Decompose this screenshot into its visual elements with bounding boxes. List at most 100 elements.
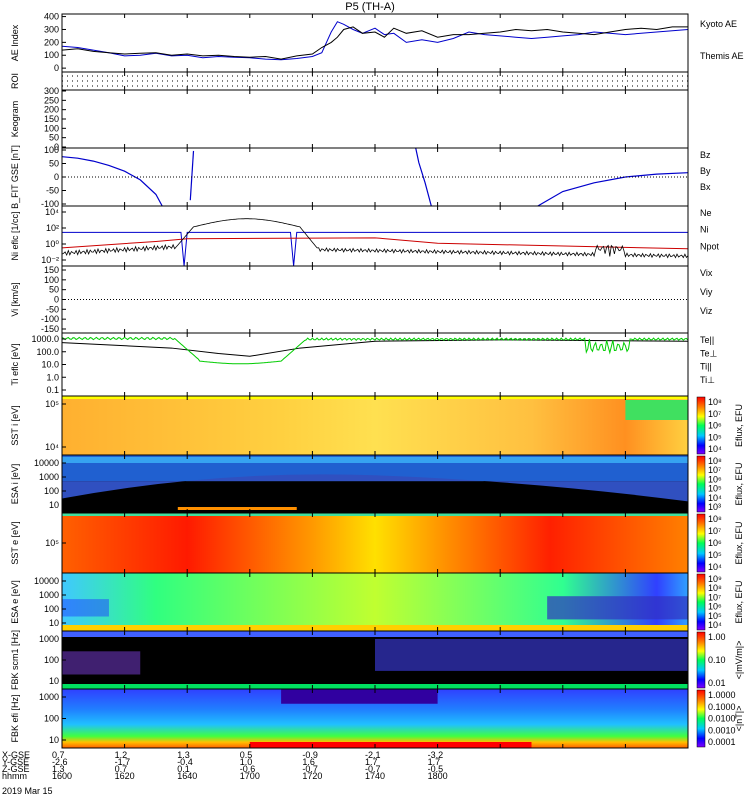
colorbar-tick: 0.10	[708, 655, 726, 665]
axis-row-value: 1740	[365, 771, 386, 781]
colorbar-tick: 10⁸	[708, 514, 722, 524]
axis-row-value: -2.6	[52, 757, 68, 767]
colorbar-tick: 10⁶	[708, 474, 722, 484]
ni-legend-entry: Ni	[700, 225, 709, 235]
esa_i-ytick: 10	[49, 500, 59, 510]
keogram-ytick: 300	[44, 86, 59, 96]
ni-ytick: 10²	[46, 223, 59, 233]
keogram-frame	[61, 89, 689, 149]
sst_i-spectrogram	[62, 396, 688, 455]
esa_i-ytick: 10000	[34, 458, 59, 468]
axis-row-value: 1.7	[365, 757, 378, 767]
ni-ylabel: Ni eflc [1/cc]	[10, 211, 20, 260]
colorbar-tick: 10⁷	[708, 465, 721, 475]
colorbar-tick: 10⁸	[708, 583, 722, 593]
colorbar-label: Eflux, EFU	[734, 404, 744, 447]
ti-legend-entry: Te||	[700, 335, 714, 345]
colorbar-tick: 0.0100	[708, 714, 736, 724]
esa_e-ytick: 10	[49, 618, 59, 628]
esa_i-ylabel: ESA i [eV]	[10, 464, 20, 505]
fbk-efi-red-band	[249, 742, 532, 748]
ti-ylabel: Ti eflc [eV]	[10, 343, 20, 385]
roi-ylabel: ROI	[10, 73, 20, 89]
axis-row-label: Y-GSE	[2, 757, 30, 767]
figure-title: P5 (TH-A)	[345, 1, 395, 13]
colorbar-tick: 10⁹	[708, 574, 722, 584]
fbk-scm-blue-patch	[375, 639, 688, 671]
esa_e-ytick: 10000	[34, 576, 59, 586]
esa-i-lower-band	[62, 474, 688, 502]
ti-legend-entry: Te⊥	[700, 348, 718, 358]
date-label: 2019 Mar 15	[2, 786, 53, 796]
ti-ytick: 1.0	[46, 372, 59, 382]
fbk_scm-ylabel: FBK scm1 [Hz]	[10, 630, 20, 690]
colorbar-tick: 10⁴	[708, 620, 722, 630]
axis-row-value: 1.6	[302, 757, 315, 767]
bfit-series-bx	[415, 147, 432, 207]
vi-legend-entry: Vix	[700, 268, 713, 278]
colorbar-tick: 10⁵	[708, 432, 722, 442]
bfit-legend-entry: By	[700, 166, 711, 176]
vi-ytick: -50	[46, 304, 59, 314]
fbk_scm-ytick: 100	[44, 655, 59, 665]
colorbar-label: Eflux, EFU	[734, 521, 744, 564]
sst_e-ytick: 10⁵	[45, 538, 59, 548]
axis-row-label: hhmm	[2, 771, 28, 781]
fbk_efi-ytick: 100	[44, 714, 59, 724]
keogram-ytick: 0	[54, 142, 59, 152]
colorbar-tick: 10⁴	[708, 493, 722, 503]
ae-ytick: 300	[44, 24, 59, 34]
colorbar	[696, 573, 706, 631]
sst_e-ylabel: SST e [eV]	[10, 521, 20, 564]
axis-row-value: 1800	[427, 771, 448, 781]
esa_e-ytick: 100	[44, 604, 59, 614]
colorbar-tick: 10⁷	[708, 409, 721, 419]
colorbar	[696, 396, 706, 455]
keogram-ytick: 50	[49, 133, 59, 143]
axis-row-value: 0.7	[52, 750, 65, 760]
esa-e-blue-patch	[547, 596, 688, 620]
axis-row-value: 0.7	[114, 764, 128, 774]
bfit-ytick: -100	[41, 199, 59, 209]
colorbar-tick: 10⁶	[708, 538, 722, 548]
bfit-series-bx	[537, 172, 689, 207]
colorbar	[696, 689, 706, 748]
axis-row-value: 1.7	[427, 757, 441, 767]
esa-i-cyan-band	[62, 457, 688, 463]
esa_e-ytick: 1000	[39, 590, 59, 600]
esa-i-low-energy	[177, 507, 297, 510]
ni-ytick: 10⁰	[45, 239, 59, 249]
ni-legend-entry: Npot	[700, 241, 720, 251]
keogram-ytick: 250	[44, 95, 59, 105]
bfit-legend-entry: Bz	[700, 150, 711, 160]
axis-row-value: 0.1	[177, 764, 190, 774]
colorbar-tick: 10⁷	[708, 526, 721, 536]
axis-row-value: 1.0	[239, 757, 253, 767]
ni-series-ne	[61, 237, 689, 250]
bfit-series-bx	[61, 156, 163, 207]
axis-row-value: -0.6	[239, 764, 256, 774]
axis-row-label: X-GSE	[2, 750, 31, 760]
bfit-ytick: 0	[54, 172, 59, 182]
esa-e-blue-patch	[62, 599, 109, 617]
colorbar-tick: 1.00	[708, 632, 726, 642]
vi-ytick: 50	[49, 285, 59, 295]
colorbar-tick: 10³	[708, 502, 721, 512]
colorbar	[696, 631, 706, 689]
axis-row-value: 0.5	[239, 750, 253, 760]
ti-series-te	[61, 339, 689, 357]
ni-ytick: 10⁻²	[41, 255, 59, 265]
fbk-efi-purple-patch	[281, 689, 438, 704]
esa_i-ytick: 100	[44, 486, 59, 496]
colorbar-tick: 10⁴	[708, 444, 722, 454]
axis-row-value: 1700	[239, 771, 260, 781]
ae-legend-entry: Kyoto AE	[700, 19, 737, 29]
colorbar	[696, 513, 706, 573]
vi-ytick: 100	[44, 275, 59, 285]
ti-ytick: 100.0	[36, 347, 59, 357]
keogram-ytick: 150	[44, 114, 59, 124]
ti-legend-entry: Ti||	[700, 362, 712, 372]
colorbar	[696, 455, 706, 513]
axis-row-value: -0.7	[302, 764, 318, 774]
